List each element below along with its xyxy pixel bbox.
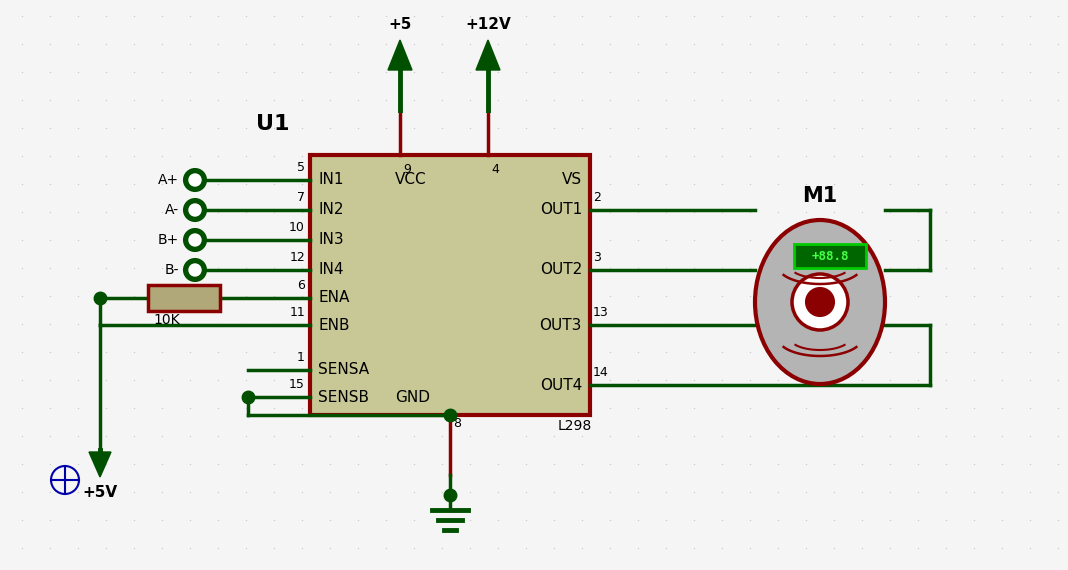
Circle shape	[184, 169, 206, 191]
Text: IN2: IN2	[318, 202, 344, 218]
Text: M1: M1	[802, 186, 837, 206]
Text: 3: 3	[593, 251, 601, 264]
Bar	[794, 244, 866, 268]
Text: +12V: +12V	[466, 17, 511, 32]
Text: 5: 5	[297, 161, 305, 174]
Text: 13: 13	[593, 306, 609, 319]
Circle shape	[189, 234, 201, 246]
Text: IN1: IN1	[318, 173, 344, 188]
Text: 2: 2	[593, 191, 601, 204]
Text: GND: GND	[395, 389, 430, 405]
Polygon shape	[89, 452, 111, 477]
Circle shape	[189, 174, 201, 186]
Text: 10K: 10K	[153, 313, 179, 327]
Bar	[148, 285, 220, 311]
Text: OUT1: OUT1	[539, 202, 582, 218]
Text: 8: 8	[453, 417, 461, 430]
Text: OUT2: OUT2	[539, 263, 582, 278]
Text: IN3: IN3	[318, 233, 344, 247]
Circle shape	[184, 259, 206, 281]
Text: +5V: +5V	[82, 485, 117, 500]
Text: +88.8: +88.8	[812, 250, 849, 263]
Text: 4: 4	[491, 163, 499, 176]
Text: A+: A+	[158, 173, 179, 187]
Circle shape	[184, 229, 206, 251]
Ellipse shape	[755, 220, 885, 384]
Text: 10: 10	[289, 221, 305, 234]
Text: +5: +5	[389, 17, 411, 32]
Polygon shape	[388, 40, 412, 70]
Text: 6: 6	[297, 279, 305, 292]
Text: 1: 1	[297, 351, 305, 364]
Text: IN4: IN4	[318, 263, 344, 278]
Text: L298: L298	[557, 419, 592, 433]
Circle shape	[806, 288, 834, 316]
Text: B-: B-	[164, 263, 179, 277]
Text: ENA: ENA	[318, 291, 349, 306]
Circle shape	[184, 199, 206, 221]
Text: ENB: ENB	[318, 317, 349, 332]
Polygon shape	[476, 40, 500, 70]
Text: 9: 9	[403, 163, 411, 176]
Text: VS: VS	[562, 173, 582, 188]
Text: 15: 15	[289, 378, 305, 391]
Text: OUT4: OUT4	[539, 377, 582, 393]
Text: 7: 7	[297, 191, 305, 204]
Text: 11: 11	[289, 306, 305, 319]
Text: SENSB: SENSB	[318, 389, 370, 405]
Text: A-: A-	[164, 203, 179, 217]
Text: B+: B+	[158, 233, 179, 247]
Text: SENSA: SENSA	[318, 363, 370, 377]
Text: 12: 12	[289, 251, 305, 264]
Circle shape	[189, 264, 201, 276]
Circle shape	[189, 204, 201, 216]
Text: OUT3: OUT3	[539, 317, 582, 332]
Circle shape	[792, 274, 848, 330]
Text: U1: U1	[256, 114, 290, 134]
Bar	[310, 155, 590, 415]
Text: 14: 14	[593, 366, 609, 379]
Text: VCC: VCC	[395, 173, 426, 188]
